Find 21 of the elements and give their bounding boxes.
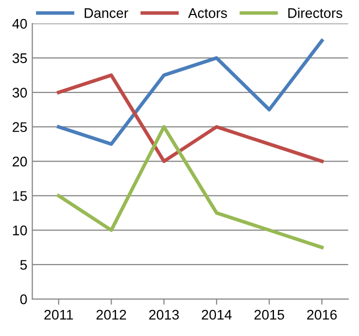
line-series — [56, 39, 324, 146]
x-tick-label: 2014 — [202, 310, 232, 320]
y-tick-label: 10 — [13, 225, 27, 236]
line-series — [56, 73, 324, 164]
y-tick-label: 20 — [12, 156, 27, 166]
legend-label: Directors — [288, 8, 342, 18]
y-tick-label: 25 — [12, 122, 27, 132]
y-tick-label: 30 — [12, 88, 27, 98]
legend-label: Actors — [188, 8, 227, 18]
y-tick-label: 15 — [13, 191, 27, 201]
y-tick-label: 5 — [20, 260, 27, 270]
x-tick-label: 2012 — [96, 310, 126, 320]
legend-label: Dancer — [84, 8, 128, 18]
x-tick-label: 2016 — [307, 310, 337, 320]
y-tick-label: 40 — [12, 18, 27, 29]
x-tick-label: 2013 — [149, 310, 179, 320]
y-tick-label: 0 — [20, 294, 27, 304]
y-tick-label: 35 — [12, 53, 27, 64]
x-tick-label: 2011 — [44, 310, 73, 320]
x-tick-label: 2015 — [254, 310, 284, 320]
line-series — [56, 125, 324, 250]
